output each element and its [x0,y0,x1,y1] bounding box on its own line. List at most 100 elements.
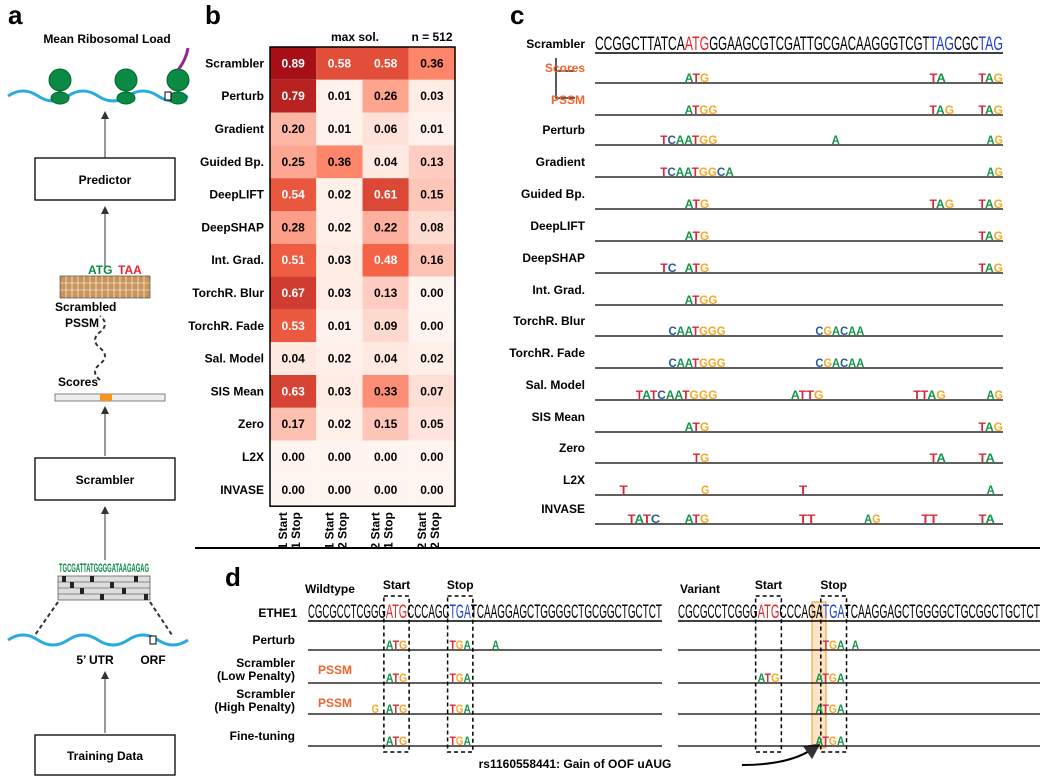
heat-cell [270,440,317,474]
cell-value: 0.04 [281,352,305,366]
heat-cell [316,211,363,244]
logo-letters: ATG [758,671,780,685]
column-label: 2 Start [369,512,383,549]
heat-cell [362,79,409,113]
box-label: Predictor [79,173,132,187]
pssm-label: Scrambled [55,300,116,314]
header: max sol. [331,30,379,44]
logo-letters: AG [987,388,1003,402]
sequence-segment: TAG [979,34,1003,55]
logo-letters: ATTG [791,388,824,402]
heat-cell [270,112,317,146]
logo-letters: ATG [685,420,709,434]
logo-letters: AG [864,512,880,526]
row-label: Zero [559,441,585,455]
logo-letters: ATG [386,671,407,685]
heat-cell [408,112,455,146]
cell-value: 0.51 [281,253,305,267]
heat-cell [316,375,363,408]
heat-cell [408,440,455,474]
cell-value: 0.79 [281,89,305,103]
heat-cell [270,145,317,179]
cell-value: 0.36 [420,56,444,70]
cell-value: 0.17 [281,417,305,431]
scores-label: Scores [58,375,98,389]
column-label: 1 Stop [289,512,303,549]
heat-cell [362,178,409,211]
column-label: 1 Start [276,512,290,549]
heat-cell [316,79,363,113]
cell-value: 0.15 [420,188,444,202]
logo-letters: G [701,483,709,497]
panel-c: c CCGGCTTATCA ATG GGAAGCGTCGATTGCGACAAGGGT… [509,0,1003,526]
row-label: Scrambler [205,56,264,70]
title: Mean Ribosomal Load [43,32,170,46]
header: n = 512 [411,30,452,44]
cell-value: 0.00 [328,450,352,464]
cell-value: 0.89 [281,56,305,70]
cell-value: 0.16 [420,253,444,267]
row-label: SIS Mean [211,384,264,398]
logo-letters: TAG [979,420,1003,434]
predictor-box [34,157,176,201]
cell-value: 0.13 [374,286,398,300]
cell-value: 0.03 [328,253,352,267]
row-label: Scrambler [236,656,295,670]
cell-value: 0.02 [328,417,352,431]
logo-letters: ATGG [685,103,718,117]
orf-mark [149,635,157,645]
panel-d: d ETHE1 Wildtype Variant PSSM PSSM rs116… [214,562,1040,771]
cell-value: 0.33 [374,384,398,398]
logo-letters: TG [693,451,709,465]
row-label: INVASE [541,502,585,516]
cell-value: 0.06 [374,122,398,136]
cell-value: 0.00 [420,319,444,333]
stop-label: Stop [447,578,474,592]
cell-value: 0.00 [374,450,398,464]
logo-letters: TA [979,512,996,526]
bracket [555,58,575,99]
cell-value: 0.13 [420,155,444,169]
heat-cell [362,375,409,408]
column-label: 2 Stop [335,512,349,549]
logo-letters: ATG [685,71,709,85]
row-label: Int. Grad. [211,253,264,267]
row-label: Sal. Model [205,352,264,366]
column-label: 2 Stop [428,512,442,549]
svg-text:TAA: TAA [118,263,142,277]
row-label: Guided Bp. [200,155,264,169]
utr-label: 5’ UTR [76,653,114,667]
sequence-segment: CGCGCCTCGGG [308,602,386,623]
heat-cell [270,309,317,343]
cell-value: 0.08 [420,220,444,234]
pssm-tag: PSSM [318,663,352,677]
cell-value: 0.53 [281,319,305,333]
heat-cell [316,243,363,277]
logo-letters: TAG [979,197,1003,211]
column-label: 1 Stop [382,512,396,549]
sequence-segment: GGAAGCGTCGATTGCGACAAGGGTCGT [709,34,930,55]
logo-letters: ATG [685,261,709,275]
cell-value: 0.02 [420,352,444,366]
cell-value: 0.00 [420,450,444,464]
row-label: Sal. Model [526,378,585,392]
annotation: rs1160558441: Gain of OOF uAUG [479,757,672,771]
sequence-segment: CCCAGC [407,602,449,623]
logo-letters: TA [930,71,947,85]
heat-cell [408,342,455,375]
pssm-grid: ATG TAA [59,263,151,299]
gene: ETHE1 [258,606,297,620]
heat-cell [316,473,363,507]
heat-cell [316,276,363,310]
sequence-segment: CGC [954,34,978,55]
logo-letters: TA [930,451,947,465]
heat-cell [270,407,317,441]
heat-cell [316,440,363,474]
cell-value: 0.22 [374,220,398,234]
cell-value: 0.00 [281,483,305,497]
logo-letters: TGA [450,734,472,748]
heat-cell [362,47,409,80]
row-label: PSSM [551,93,585,107]
sequence-segment: CCCAGA [779,602,823,623]
